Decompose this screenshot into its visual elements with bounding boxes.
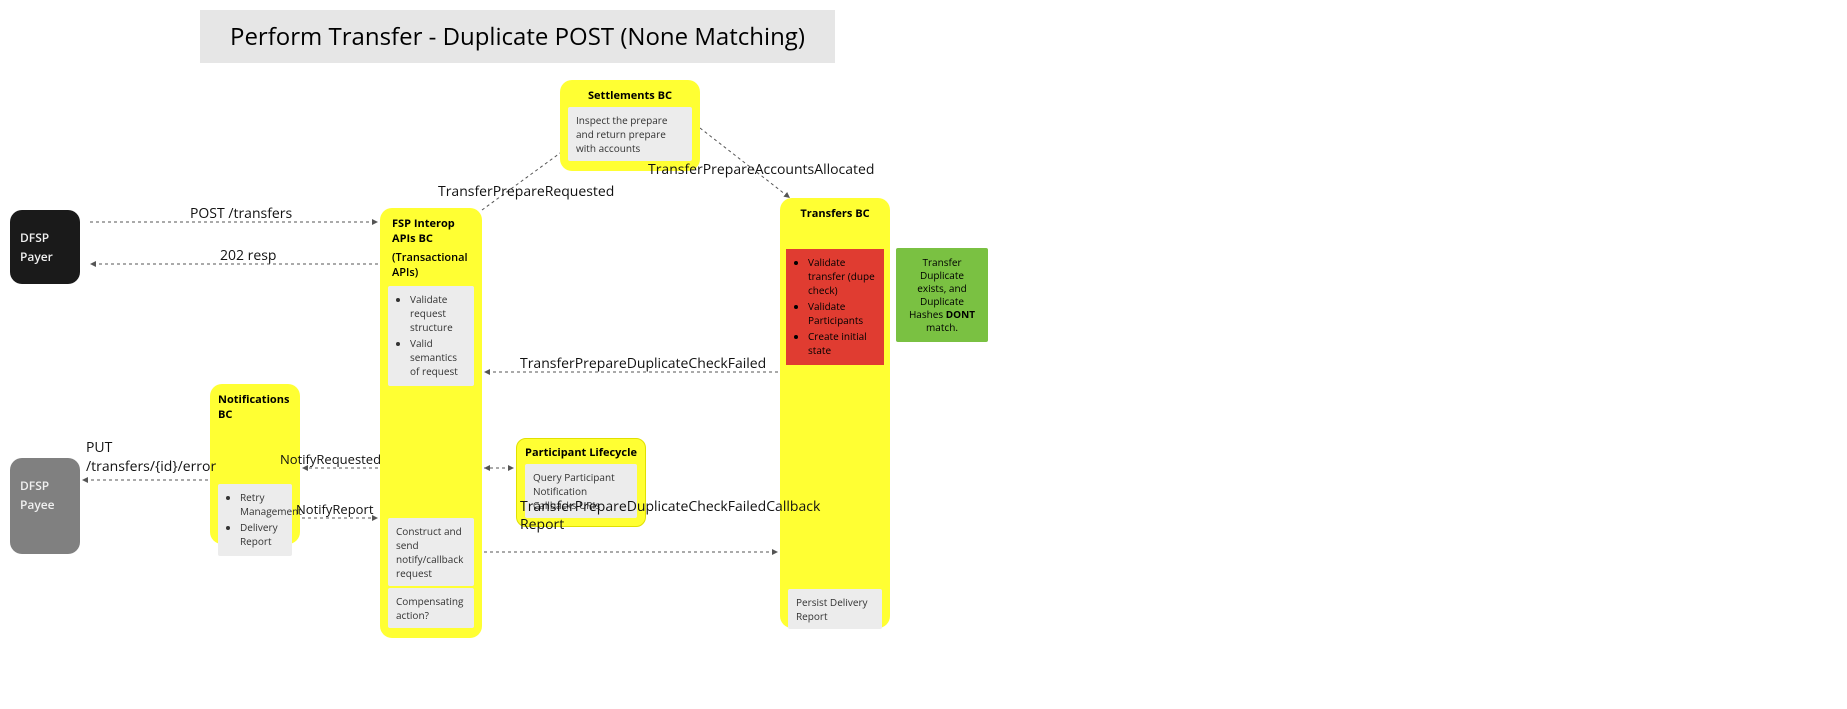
settlements-body: Inspect the prepare and return prepare w… xyxy=(568,107,692,161)
fsp-step-1: Validate request structure xyxy=(410,292,466,334)
fsp-construct: Construct and send notify/callback reque… xyxy=(388,518,474,586)
notifications-item-2: Delivery Report xyxy=(240,520,284,548)
dfsp-payer-line2: Payer xyxy=(20,247,70,266)
transfers-step-1: Validate transfer (dupe check) xyxy=(808,255,876,297)
fsp-subtitle: (Transactional APIs) xyxy=(392,250,470,280)
node-dfsp-payer: DFSP Payer xyxy=(10,210,80,284)
green-bold: DONT xyxy=(946,307,975,321)
dfsp-payer-line1: DFSP xyxy=(20,228,70,247)
fsp-title: FSP Interop APIs BC xyxy=(388,216,474,246)
transfers-title: Transfers BC xyxy=(788,206,882,221)
page-title: Perform Transfer - Duplicate POST (None … xyxy=(200,10,835,63)
node-dfsp-payee: DFSP Payee xyxy=(10,458,80,554)
edge-transfer-prepare-requested: TransferPrepareRequested xyxy=(438,182,614,201)
node-transfers-bc: Transfers BC Validate transfer (dupe che… xyxy=(780,198,890,628)
fsp-steps: Validate request structure Valid semanti… xyxy=(388,286,474,386)
edge-notify-report: NotifyReport xyxy=(296,500,373,518)
edge-dup-check-failed: TransferPrepareDuplicateCheckFailed xyxy=(520,354,766,373)
settlements-title: Settlements BC xyxy=(568,88,692,103)
edge-callback-report: TransferPrepareDuplicateCheckFailedCallb… xyxy=(520,498,780,534)
edge-post-transfers: POST /transfers xyxy=(190,204,292,223)
transfers-step-3: Create initial state xyxy=(808,329,876,357)
notifications-title: Notifications BC xyxy=(218,392,292,422)
fsp-step-2: Valid semantics of request xyxy=(410,336,466,378)
green-text2: match. xyxy=(926,320,958,334)
note-duplicate-hashes: Transfer Duplicate exists, and Duplicate… xyxy=(896,248,988,342)
notifications-item-1: Retry Management xyxy=(240,490,284,518)
transfers-red-steps: Validate transfer (dupe check) Validate … xyxy=(786,249,884,365)
fsp-compensating: Compensating action? xyxy=(388,588,474,628)
participant-lifecycle-title: Participant Lifecycle xyxy=(525,445,637,460)
dfsp-payee-line2: Payee xyxy=(20,495,70,514)
transfers-step-2: Validate Participants xyxy=(808,299,876,327)
edge-callback-report-l2: Report xyxy=(520,515,564,534)
edges-layer xyxy=(0,0,1847,709)
edge-callback-report-l1: TransferPrepareDuplicateCheckFailedCallb… xyxy=(520,497,820,516)
edge-notify-requested: NotifyRequested xyxy=(280,450,381,468)
edge-put-error: PUT /transfers/{id}/error xyxy=(86,438,196,476)
node-fsp-interop-bc: FSP Interop APIs BC (Transactional APIs)… xyxy=(380,208,482,638)
transfers-persist: Persist Delivery Report xyxy=(788,589,882,629)
notifications-items: Retry Management Delivery Report xyxy=(218,484,292,556)
dfsp-payee-line1: DFSP xyxy=(20,476,70,495)
node-settlements-bc: Settlements BC Inspect the prepare and r… xyxy=(560,80,700,171)
edge-transfer-prepare-accounts: TransferPrepareAccountsAllocated xyxy=(648,160,874,179)
edge-202-resp: 202 resp xyxy=(220,246,276,265)
